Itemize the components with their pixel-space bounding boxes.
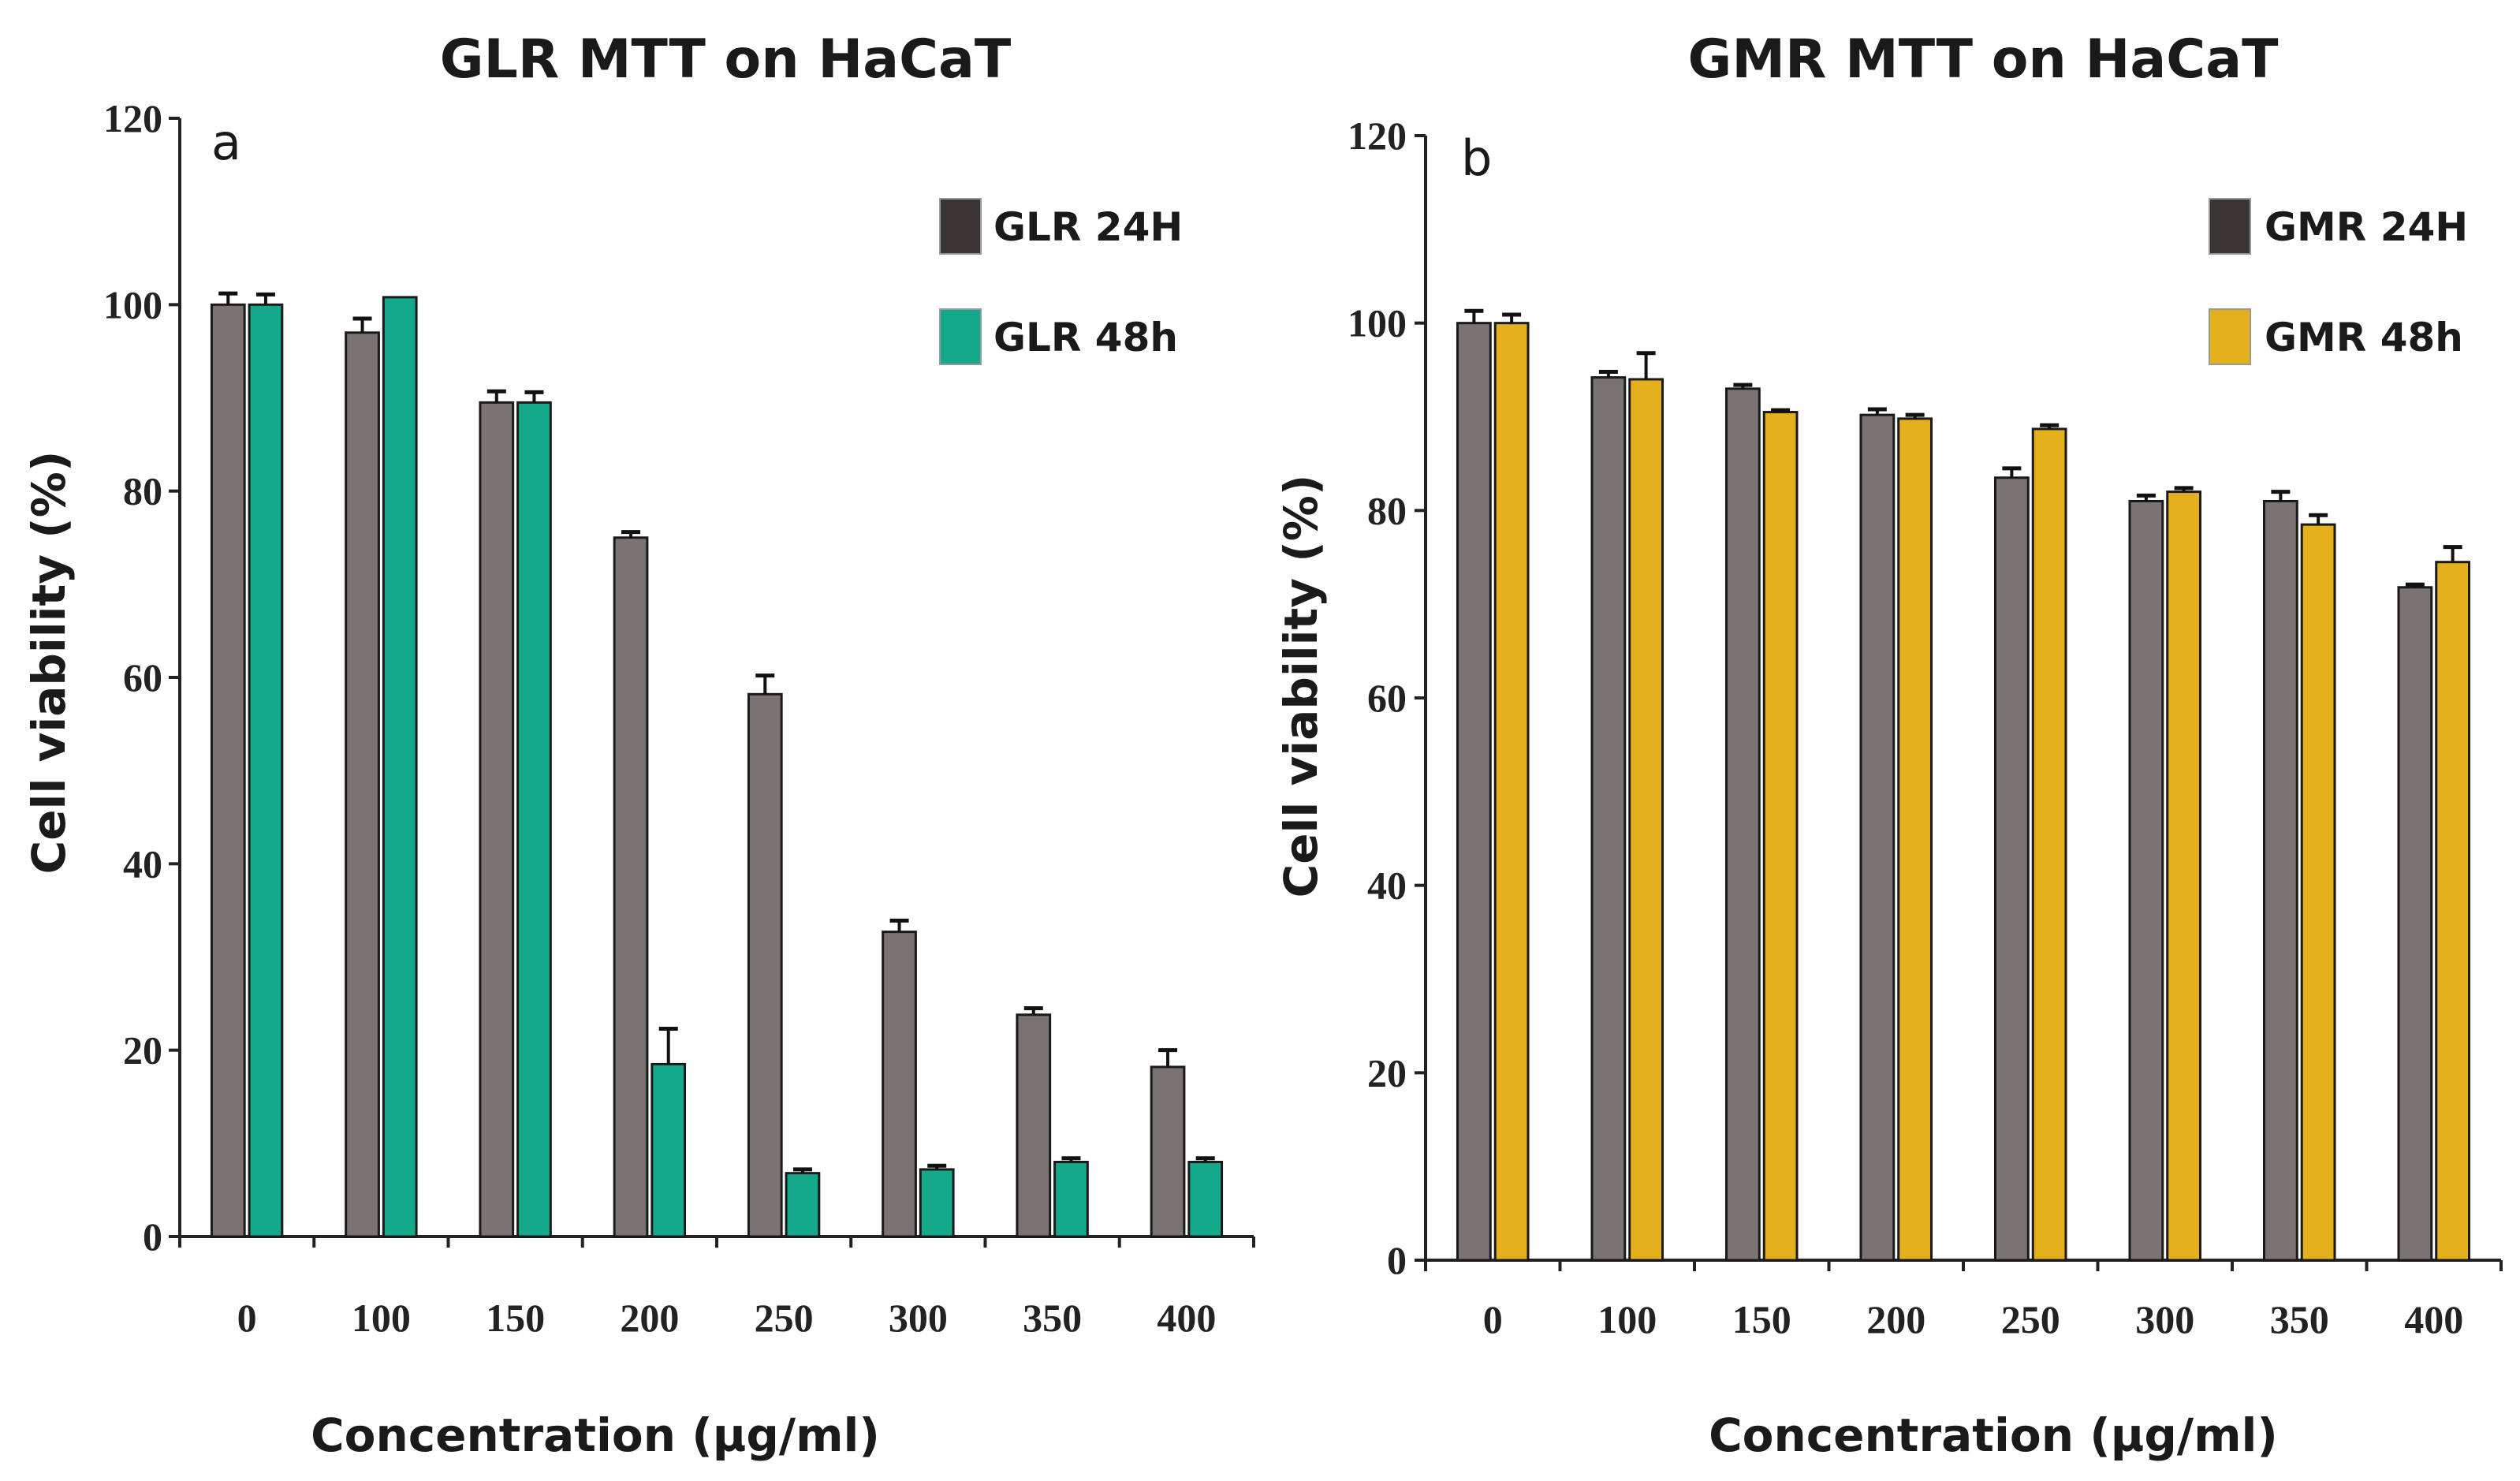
bar-gmr-24h-200: [1859, 413, 1896, 1262]
x-tick-label: 350: [1023, 1296, 1082, 1340]
panel-a-chart: GLR MTT on HaCaT a 0 20 40 60 80 100 120 0 100 150 2…: [22, 28, 1255, 1462]
y-axis-label: Cell viability (%): [22, 451, 76, 875]
bar-gmr-48h-350: [2300, 523, 2336, 1262]
bar-glr-24h-200: [613, 536, 649, 1238]
chart-title: GMR MTT on HaCaT: [1688, 28, 2280, 91]
y-tick-label: 80: [123, 469, 162, 513]
x-tick-label: 300: [2135, 1297, 2194, 1341]
x-tick-label: 150: [1732, 1297, 1791, 1341]
bar-glr-48h-0: [248, 303, 284, 1238]
x-tick-label: 150: [486, 1296, 545, 1340]
x-tick-label: 0: [237, 1296, 257, 1340]
bar-gmr-24h-150: [1724, 387, 1761, 1262]
y-tick-label: 100: [103, 282, 162, 326]
y-tick-label: 80: [1367, 488, 1407, 532]
legend-label: GLR 24H: [993, 204, 1183, 250]
bar-glr-24h-250: [747, 692, 783, 1238]
x-tick-label: 250: [2001, 1297, 2060, 1341]
x-axis-label: Concentration (µg/ml): [1709, 1408, 2278, 1462]
bar-glr-48h-350: [1053, 1160, 1089, 1238]
bar-glr-48h-100: [382, 296, 418, 1238]
x-tick-label: 400: [2404, 1297, 2463, 1341]
bar-glr-24h-100: [345, 331, 380, 1238]
panel-letter: b: [1461, 129, 1492, 187]
bar-gmr-24h-350: [2262, 499, 2298, 1262]
bar-gmr-24h-400: [2397, 586, 2433, 1262]
y-tick-label: 60: [1367, 676, 1407, 720]
y-tick-label: 20: [1367, 1050, 1407, 1095]
bar-gmr-48h-150: [1762, 411, 1799, 1262]
legend-label: GLR 48h: [993, 315, 1178, 360]
bar-gmr-48h-400: [2435, 561, 2471, 1262]
x-axis-label: Concentration (µg/ml): [311, 1408, 880, 1462]
chart-title: GLR MTT on HaCaT: [440, 28, 1012, 91]
panel-letter: a: [211, 114, 241, 171]
x-tick-label: 200: [1866, 1297, 1925, 1341]
bar-glr-24h-400: [1150, 1065, 1186, 1238]
bar-gmr-24h-250: [1993, 476, 2030, 1262]
bar-glr-24h-350: [1016, 1013, 1052, 1238]
x-tick-label: 250: [755, 1296, 814, 1340]
y-tick-label: 40: [1367, 864, 1407, 908]
y-axis-label: Cell viability (%): [1274, 475, 1328, 898]
legend-swatch: [2209, 308, 2251, 365]
y-tick-label: 0: [143, 1214, 162, 1259]
x-tick-label: 100: [352, 1296, 411, 1340]
bar-glr-24h-300: [882, 931, 917, 1238]
x-tick-label: 0: [1483, 1297, 1503, 1341]
y-tick-label: 60: [123, 655, 162, 699]
x-tick-label: 300: [889, 1296, 948, 1340]
bar-glr-48h-150: [516, 401, 552, 1238]
bar-gmr-48h-250: [2031, 427, 2067, 1262]
bar-glr-48h-250: [785, 1172, 821, 1238]
legend-swatch: [939, 308, 982, 365]
y-tick-label: 120: [103, 96, 162, 140]
legend-label: GMR 24H: [2265, 204, 2468, 250]
x-tick-label: 400: [1157, 1296, 1216, 1340]
y-tick-label: 120: [1348, 114, 1407, 158]
bar-gmr-24h-0: [1456, 322, 1492, 1262]
y-tick-label: 40: [123, 841, 162, 886]
bar-glr-48h-200: [651, 1062, 687, 1238]
bar-gmr-48h-0: [1493, 322, 1530, 1262]
x-tick-label: 100: [1597, 1297, 1657, 1341]
bar-glr-48h-300: [919, 1168, 955, 1238]
y-tick-label: 100: [1348, 301, 1407, 345]
bar-gmr-48h-300: [2166, 491, 2202, 1262]
y-tick-label: 20: [123, 1028, 162, 1073]
bar-glr-24h-0: [210, 303, 246, 1238]
panel-b-chart: GMR MTT on HaCaT b 0 20 40 60 80 100 120 0 100 150 2…: [1274, 28, 2503, 1462]
bar-gmr-48h-100: [1628, 378, 1664, 1262]
bar-gmr-24h-300: [2128, 499, 2164, 1262]
y-tick-label: 0: [1387, 1238, 1407, 1282]
bar-glr-48h-400: [1187, 1160, 1224, 1238]
x-tick-label: 350: [2270, 1297, 2329, 1341]
bar-gmr-48h-200: [1897, 417, 1933, 1262]
legend-label: GMR 48h: [2265, 315, 2463, 360]
bar-glr-24h-150: [479, 401, 515, 1238]
legend-swatch: [2209, 198, 2251, 255]
legend-swatch: [939, 198, 982, 255]
bar-gmr-24h-100: [1590, 376, 1627, 1262]
x-tick-label: 200: [620, 1296, 679, 1340]
